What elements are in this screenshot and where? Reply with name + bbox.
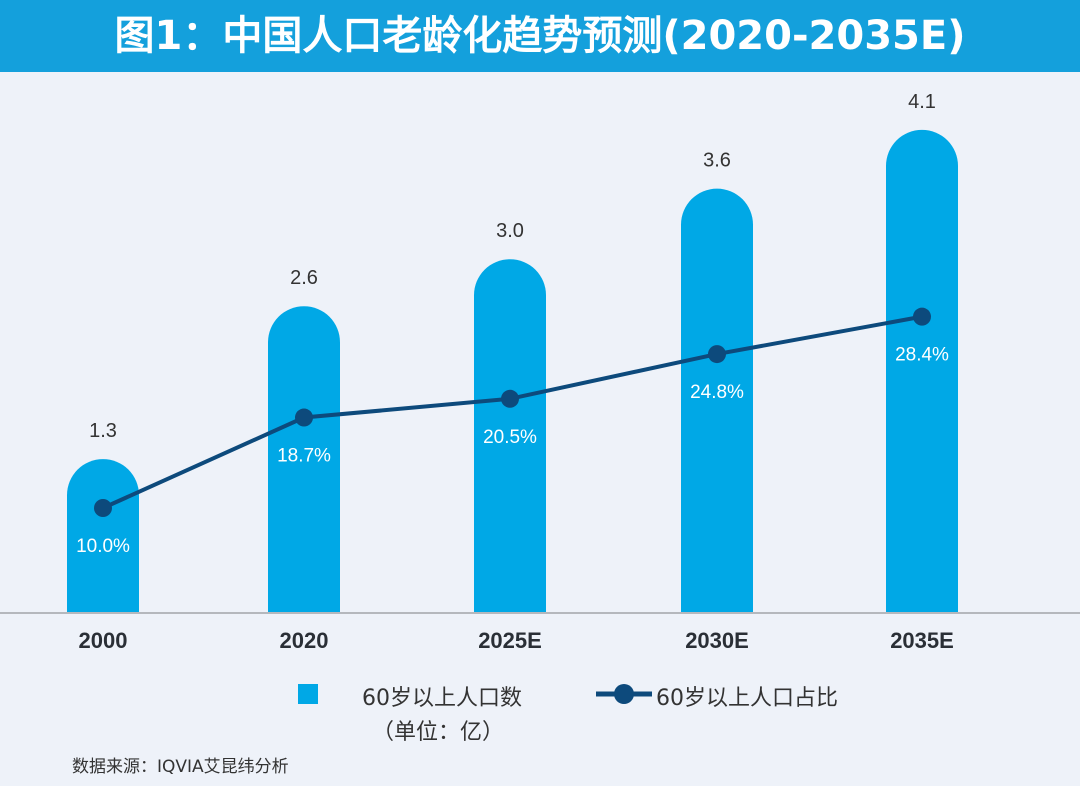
legend-bar-label: 60岁以上人口数 [362, 686, 522, 711]
chart-title: 图1：中国人口老龄化趋势预测(2020-2035E) [0, 0, 1080, 72]
line-point [501, 389, 519, 408]
bar-value-label: 4.1 [908, 91, 936, 113]
bar [886, 129, 958, 612]
bar [474, 259, 546, 612]
line-point [913, 307, 931, 326]
legend-bar-unit: （单位：亿） [372, 720, 505, 745]
source-note: 数据来源：IQVIA艾昆纬分析 [72, 757, 289, 777]
bar [67, 459, 139, 612]
legend-line-swatch [596, 684, 652, 704]
line-value-label: 20.5% [483, 427, 537, 448]
bar-value-label: 3.0 [496, 220, 524, 242]
line-point [94, 499, 112, 517]
legend-line-label: 60岁以上人口占比 [656, 686, 838, 711]
bar-value-label: 2.6 [290, 267, 318, 289]
line-point [295, 408, 313, 427]
x-tick-label: 2025E [478, 628, 542, 653]
line-value-label: 24.8% [690, 382, 744, 403]
line-value-label: 18.7% [277, 446, 331, 467]
bar-value-label: 1.3 [89, 420, 117, 442]
bar [681, 188, 753, 612]
bar [268, 306, 340, 612]
line-value-label: 28.4% [895, 345, 949, 366]
bar-value-label: 3.6 [703, 150, 731, 172]
x-tick-label: 2000 [79, 628, 128, 653]
x-tick-label: 2020 [280, 628, 329, 653]
legend-bar-swatch [298, 684, 318, 704]
line-point [708, 345, 726, 364]
line-value-label: 10.0% [76, 536, 130, 557]
x-tick-label: 2030E [685, 628, 749, 653]
x-tick-label: 2035E [890, 628, 954, 653]
